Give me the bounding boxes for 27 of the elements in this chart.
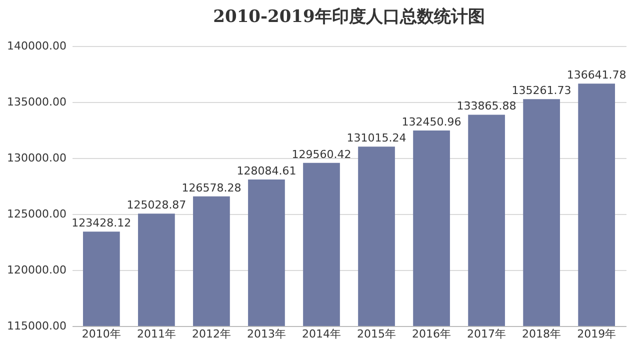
x-tick-label: 2014年 [302, 328, 341, 340]
data-label: 126578.28 [182, 181, 242, 194]
data-label: 123428.12 [72, 216, 132, 230]
y-tick-label: 135000.00 [7, 96, 66, 108]
x-tick-label: 2016年 [412, 328, 452, 340]
data-label: 129560.42 [292, 148, 352, 161]
x-tick-label: 2010年 [82, 328, 121, 340]
chart-title: 2010-2019年印度人口总数统计图 [213, 7, 485, 27]
x-tick-label: 2015年 [357, 328, 396, 340]
y-tick-label: 120000.00 [7, 264, 66, 276]
data-label: 128084.61 [236, 164, 296, 178]
x-tick-label: 2013年 [246, 328, 286, 340]
data-label: 132450.96 [402, 116, 462, 129]
y-tick-label: 130000.00 [7, 152, 66, 164]
x-tick-label: 2018年 [522, 328, 562, 340]
x-tick-label: 2017年 [467, 328, 506, 340]
data-label: 131015.24 [346, 132, 406, 145]
x-tick-label: 2019年 [577, 328, 616, 340]
y-tick-label: 140000.00 [7, 40, 66, 52]
data-label: 136641.78 [566, 68, 626, 82]
data-label: 133865.88 [456, 100, 516, 113]
data-label: 125028.87 [126, 198, 186, 212]
x-tick-label: 2012年 [192, 328, 231, 340]
data-label: 135261.73 [512, 84, 572, 98]
y-tick-label: 115000.00 [7, 320, 66, 332]
x-tick-label: 2011年 [136, 328, 176, 340]
y-tick-label: 125000.00 [7, 208, 66, 220]
